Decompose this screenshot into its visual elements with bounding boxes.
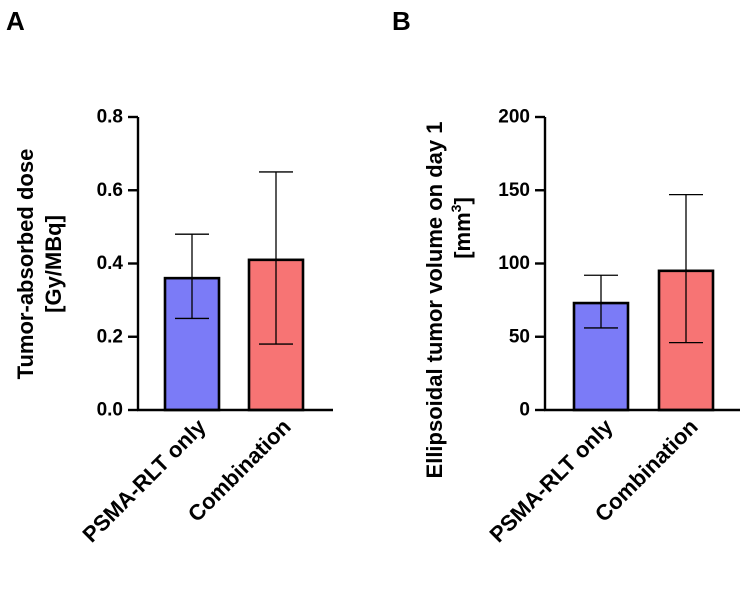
panel-b-y-axis-title: Ellipsoidal tumor volume on day 1 [mm3] (422, 122, 475, 479)
panel-b-y-axis-title-bracket: ] (450, 197, 475, 204)
panel-b-y-tick-label: 100 (498, 253, 530, 274)
panel-b-y-tick-label: 0 (519, 400, 530, 421)
panel-a-y-tick-label: 0.8 (97, 107, 123, 128)
panel-a-y-tick-label: 0.0 (97, 400, 123, 421)
chart-panel-b: B Ellipsoidal tumor volume on day 1 [mm3… (392, 6, 740, 547)
panel-b-error-bars (584, 193, 703, 344)
panel-b-y-tick-label: 200 (498, 107, 530, 128)
panel-a-y-tick-label: 0.4 (97, 253, 124, 274)
panel-a-y-axis-title-line2: [Gy/MBq] (41, 215, 66, 313)
panel-a-y-axis: 0.0 0.2 0.4 0.6 0.8 (97, 107, 140, 421)
panel-b-y-tick-label: 150 (498, 180, 530, 201)
panel-b-y-axis-title-unit: [mm (450, 212, 475, 258)
panel-a-y-axis-title-line1: Tumor-absorbed dose (13, 149, 38, 380)
panel-b-category-label-psma-rlt-only: PSMA-RLT only (484, 413, 618, 547)
panel-a-y-axis-title: Tumor-absorbed dose [Gy/MBq] (13, 149, 66, 380)
panel-a-y-tick-label: 0.6 (97, 180, 123, 201)
panel-b-y-axis-title-line2: [mm3] (448, 197, 475, 259)
panel-a-bars (163, 258, 305, 412)
panel-letter-a: A (6, 6, 25, 36)
panel-b-y-axis: 0 50 100 150 200 (498, 107, 547, 421)
panel-a-y-tick-label: 0.2 (97, 326, 123, 347)
chart-panel-a: A Tumor-absorbed dose [Gy/MBq] 0.0 0.2 0.4… (6, 6, 333, 547)
panel-b-bars (572, 269, 715, 412)
panel-letter-b: B (392, 6, 411, 36)
panel-b-y-axis-title-line1: Ellipsoidal tumor volume on day 1 (422, 122, 447, 479)
panel-b-y-axis-title-superscript: 3 (448, 204, 464, 212)
panel-a-error-bars (175, 171, 293, 345)
panel-b-y-tick-label: 50 (509, 326, 530, 347)
panel-a-category-label-psma-rlt-only: PSMA-RLT only (77, 413, 211, 547)
